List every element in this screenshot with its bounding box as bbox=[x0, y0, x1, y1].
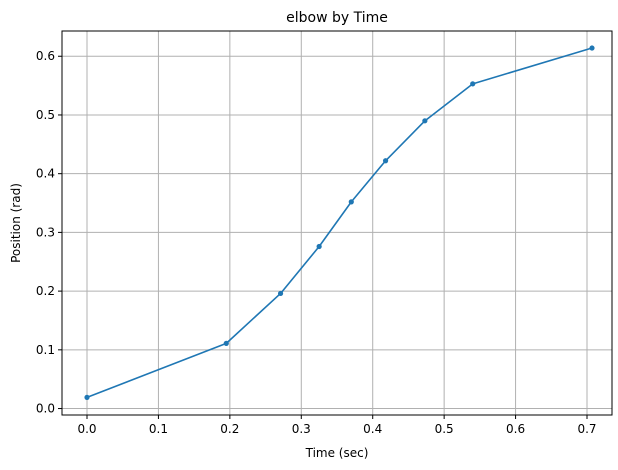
y-tick-label: 0.1 bbox=[36, 343, 55, 357]
data-point bbox=[316, 243, 322, 250]
y-tick-label: 0.3 bbox=[36, 225, 55, 239]
y-tick-label: 0.4 bbox=[36, 167, 55, 181]
y-tick-label: 0.0 bbox=[36, 402, 55, 416]
x-tick-label: 0.7 bbox=[577, 422, 596, 436]
x-tick-label: 0.4 bbox=[363, 422, 382, 436]
x-axis-label: Time (sec) bbox=[305, 446, 369, 460]
x-axis: 0.0 0.1 0.2 0.3 0.4 0.5 0.6 0.7 bbox=[77, 415, 597, 436]
x-tick-label: 0.6 bbox=[506, 422, 525, 436]
data-point bbox=[470, 81, 476, 87]
data-point bbox=[382, 158, 389, 164]
x-tick-label: 0.5 bbox=[435, 422, 454, 436]
x-tick-label: 0.1 bbox=[149, 422, 168, 436]
data-point bbox=[348, 199, 354, 205]
chart-title: elbow by Time bbox=[286, 10, 388, 26]
grid bbox=[62, 31, 612, 415]
y-axis-label: Position (rad) bbox=[9, 183, 23, 263]
series-group bbox=[84, 45, 595, 400]
x-tick-label: 0.3 bbox=[292, 422, 311, 436]
x-tick-label: 0.0 bbox=[77, 422, 96, 436]
series-line bbox=[86, 47, 593, 399]
x-tick-label: 0.2 bbox=[220, 422, 239, 436]
data-point bbox=[277, 290, 284, 297]
y-tick-label: 0.2 bbox=[36, 284, 55, 298]
y-tick-label: 0.5 bbox=[36, 108, 55, 122]
data-point bbox=[422, 118, 428, 124]
plot-frame bbox=[61, 30, 613, 416]
data-point bbox=[223, 340, 229, 346]
data-point bbox=[84, 394, 90, 400]
data-point bbox=[589, 45, 595, 51]
y-tick-label: 0.6 bbox=[36, 49, 55, 63]
y-axis: 0.0 0.1 0.2 0.3 0.4 0.5 0.6 bbox=[36, 49, 62, 416]
